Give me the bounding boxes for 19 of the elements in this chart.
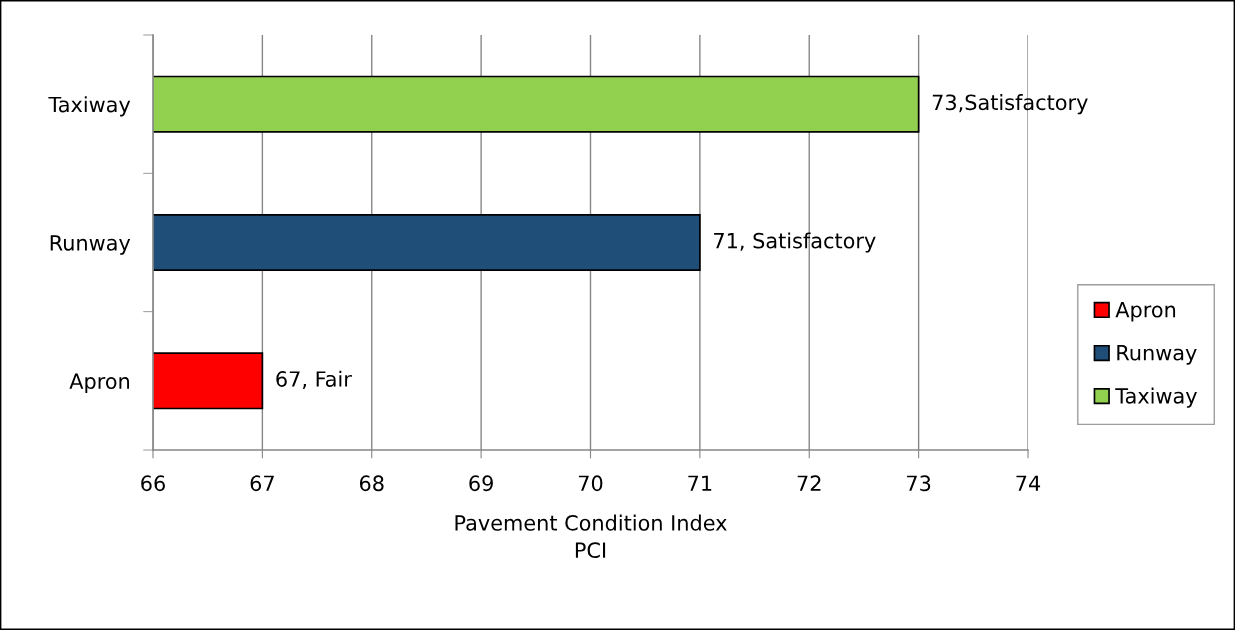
x-tick-label: 74 — [1016, 475, 1041, 491]
x-tick-label: 71 — [688, 475, 712, 491]
x-tick-label: 67 — [250, 475, 274, 492]
y-tick-label: Taxiway — [48, 96, 131, 117]
data-label: 67, Fair — [276, 370, 352, 389]
x-tick-label: 73 — [907, 475, 931, 492]
x-tick-label: 66 — [141, 475, 165, 492]
legend-label: Taxiway — [1115, 387, 1197, 408]
y-tick-label: Apron — [69, 373, 130, 394]
x-tick-label: 70 — [578, 475, 603, 492]
y-tick-label: Runway — [50, 235, 131, 255]
legend-label: Runway — [1117, 345, 1197, 365]
data-label: 71, Satisfactory — [714, 232, 876, 253]
legend-label: Apron — [1115, 302, 1176, 322]
x-axis-title: Pavement Condition Index PCI — [455, 514, 727, 559]
x-tick-label: 68 — [359, 475, 384, 492]
x-tick-label: 72 — [797, 475, 821, 491]
x-tick-label: 69 — [469, 475, 493, 492]
data-label: 73,Satisfactory — [932, 94, 1088, 115]
